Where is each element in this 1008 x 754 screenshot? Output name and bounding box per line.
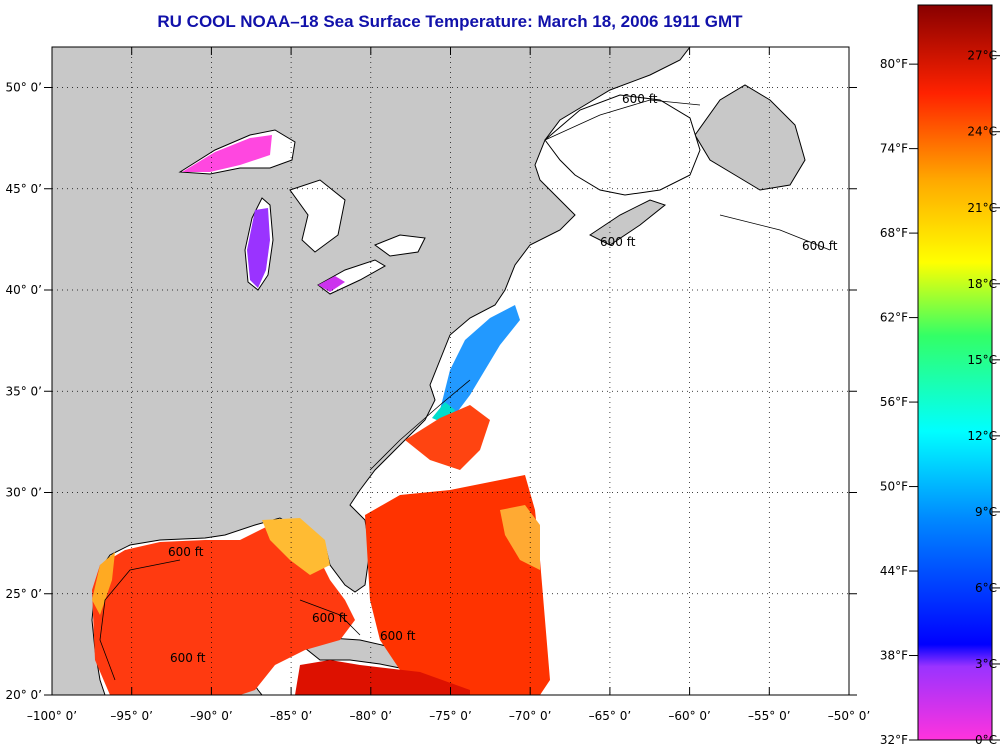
colorbar-c-label: 18°C [967,277,997,291]
sst-atlantic-yellow [500,505,540,570]
contour-label: 600 ft [802,239,838,253]
contour-east-coast [369,379,471,471]
sst-gulf-of-mexico [92,525,355,695]
lon-tick-label: –100° 0’ [27,709,77,723]
colorbar-f-label: 32°F [880,733,908,747]
lake-huron [289,179,346,253]
contour-st-lawrence [544,99,701,141]
lat-tick-label: 50° 0’ [5,81,42,95]
sst-lake-superior [182,135,272,172]
gulf-st-lawrence [544,94,701,196]
lon-tick-label: –80° 0’ [350,709,393,723]
lat-tick-label: 45° 0’ [5,182,42,196]
lon-tick-label: –85° 0’ [270,709,313,723]
contour-label: 600 ft [170,651,206,665]
map-frame [51,46,850,696]
colorbar-f-label: 44°F [880,564,908,578]
contour-label: 600 ft [312,611,348,625]
contour-grand-banks [719,214,831,251]
colorbar-c-label: 3°C [975,657,997,671]
lat-tick-label: 35° 0’ [5,384,42,398]
lake-ontario [373,234,426,257]
colorbar-c-label: 27°C [967,49,997,63]
colorbar-f-label: 80°F [880,57,908,71]
contour-gulf-west [99,559,181,681]
sst-texas-shelf [92,552,115,615]
lat-tick-label: 20° 0’ [5,688,42,702]
lon-tick-label: –65° 0’ [589,709,632,723]
sst-lake-michigan [247,208,270,288]
sst-gulf-stream-north [405,405,490,470]
colorbar-c-label: 6°C [975,581,997,595]
land-nova-scotia [589,199,667,246]
colorbar-f-label: 50°F [880,480,908,494]
lon-tick-label: –75° 0’ [429,709,472,723]
latitude-axis: 20° 0’ 25° 0’ 30° 0’ 35° 0’ 40° 0’ 45° 0’ 50° … [5,81,42,703]
contour-label: 600 ft [380,629,416,643]
lon-tick-label: –70° 0’ [509,709,552,723]
longitude-axis: –100° 0’ –95° 0’ –90° 0’ –85° 0’ –80° 0’ –75°… [27,709,870,723]
contour-labels: 600 ft 600 ft 600 ft 600 ft 600 ft 600 f… [168,92,838,665]
contour-label: 600 ft [168,545,204,559]
colorbar-c-label: 12°C [967,429,997,443]
lon-tick-label: –50° 0’ [828,709,871,723]
land-newfoundland [694,84,806,191]
lon-tick-label: –60° 0’ [668,709,711,723]
colorbar-c-label: 9°C [975,505,997,519]
graticule [44,47,857,696]
sst-mid-atlantic-shelf [440,305,520,415]
colorbar-f-label: 62°F [880,311,908,325]
lat-tick-label: 25° 0’ [5,587,42,601]
lon-tick-label: –55° 0’ [748,709,791,723]
contour-florida-west [299,599,361,636]
map-title: RU COOL NOAA–18 Sea Surface Temperature:… [157,12,743,31]
colorbar-f-label: 56°F [880,395,908,409]
colorbar [917,4,993,741]
lon-tick-label: –95° 0’ [110,709,153,723]
colorbar-c-label: 24°C [967,125,997,139]
colorbar-f-label: 38°F [880,649,908,663]
sst-atlantic-south [365,475,550,695]
colorbar-c-label: 0°C [975,733,997,747]
colorbar-f-label: 68°F [880,226,908,240]
contour-label: 600 ft [600,235,636,249]
sst-caribbean [295,660,470,695]
sst-lake-erie [318,276,345,292]
colorbar-c-label: 21°C [967,201,997,215]
lat-tick-label: 30° 0’ [5,486,42,500]
sst-gulf-shelf-yellow [262,518,330,575]
lon-tick-label: –90° 0’ [190,709,233,723]
colorbar-celsius-scale: 0°C 3°C 6°C 9°C 12°C 15°C 18°C 21°C 24°C 27°C [967,49,1000,747]
colorbar-f-label: 74°F [880,142,908,156]
depth-contours [99,99,831,681]
colorbar-c-label: 15°C [967,353,997,367]
colorbar-fahrenheit-scale: 32°F 38°F 44°F 50°F 56°F 62°F 68°F 74°F 80°F [880,57,918,747]
contour-label: 600 ft [622,92,658,106]
lat-tick-label: 40° 0’ [5,283,42,297]
